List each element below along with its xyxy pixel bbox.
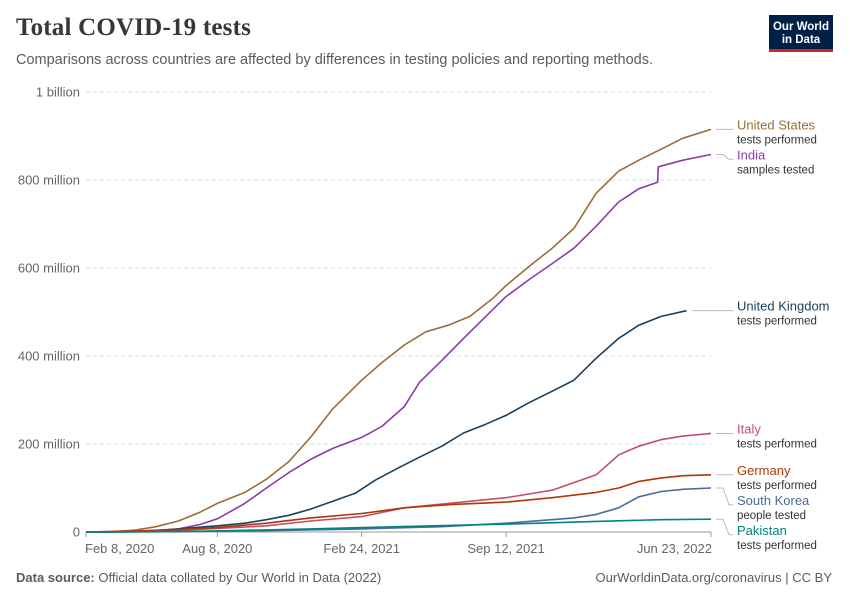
x-tick-label: Feb 24, 2021 bbox=[323, 541, 400, 556]
series-name-label: Germany bbox=[737, 463, 791, 478]
series-name-label: Pakistan bbox=[737, 523, 787, 538]
series-unit-label: people tested bbox=[737, 510, 806, 522]
label-connector bbox=[716, 487, 733, 506]
series-name-label: India bbox=[737, 147, 766, 162]
y-tick-label: 1 billion bbox=[36, 85, 80, 100]
series-line bbox=[85, 518, 712, 533]
series-name-label: Italy bbox=[737, 421, 761, 436]
series-unit-label: tests performed bbox=[737, 316, 817, 328]
series-line bbox=[86, 153, 712, 533]
logo-line-2: in Data bbox=[781, 33, 821, 46]
series-line bbox=[85, 474, 712, 533]
data-source-label: Data source: bbox=[16, 570, 95, 585]
chart-subtitle: Comparisons across countries are affecte… bbox=[16, 52, 654, 68]
chart-title: Total COVID-19 tests bbox=[16, 14, 252, 41]
series-line bbox=[85, 432, 712, 533]
series-unit-label: tests performed bbox=[737, 134, 817, 146]
owid-logo[interactable]: Our World in Data bbox=[769, 15, 833, 52]
series-unit-label: tests performed bbox=[737, 438, 817, 450]
series-unit-label: samples tested bbox=[737, 164, 814, 176]
series-unit-label: tests performed bbox=[737, 540, 817, 552]
x-tick-label: Aug 8, 2020 bbox=[182, 541, 252, 556]
series-lines bbox=[85, 128, 712, 533]
y-tick-label: 800 million bbox=[18, 173, 80, 188]
label-connector bbox=[716, 518, 733, 536]
footer-link[interactable]: OurWorldinData.org/coronavirus | CC BY bbox=[595, 570, 832, 585]
series-line bbox=[85, 487, 712, 533]
x-tick-label: Jun 23, 2022 bbox=[637, 541, 712, 556]
data-source-text: Official data collated by Our World in D… bbox=[98, 570, 382, 585]
y-tick-label: 600 million bbox=[18, 261, 80, 276]
series-unit-label: tests performed bbox=[737, 480, 817, 492]
x-tick-label: Sep 12, 2021 bbox=[467, 541, 544, 556]
series-name-label: United Kingdom bbox=[737, 299, 830, 314]
data-source: Data source: Official data collated by O… bbox=[16, 570, 381, 585]
y-tick-label: 400 million bbox=[18, 349, 80, 364]
label-connector bbox=[716, 153, 733, 160]
series-name-label: South Korea bbox=[737, 493, 810, 508]
y-axis: 0 200 million 400 million 600 million 800 mi… bbox=[18, 85, 80, 540]
gridlines bbox=[86, 91, 711, 445]
x-axis: Feb 8, 2020 Aug 8, 2020 Feb 24, 2021 Sep 12… bbox=[85, 531, 712, 556]
series-line bbox=[85, 309, 687, 533]
series-line bbox=[85, 128, 712, 533]
y-tick-label: 200 million bbox=[18, 437, 80, 452]
series-name-label: United States bbox=[737, 117, 816, 132]
x-tick-label: Feb 8, 2020 bbox=[85, 541, 154, 556]
y-tick-label: 0 bbox=[73, 525, 80, 540]
logo-line-1: Our World bbox=[772, 21, 829, 33]
